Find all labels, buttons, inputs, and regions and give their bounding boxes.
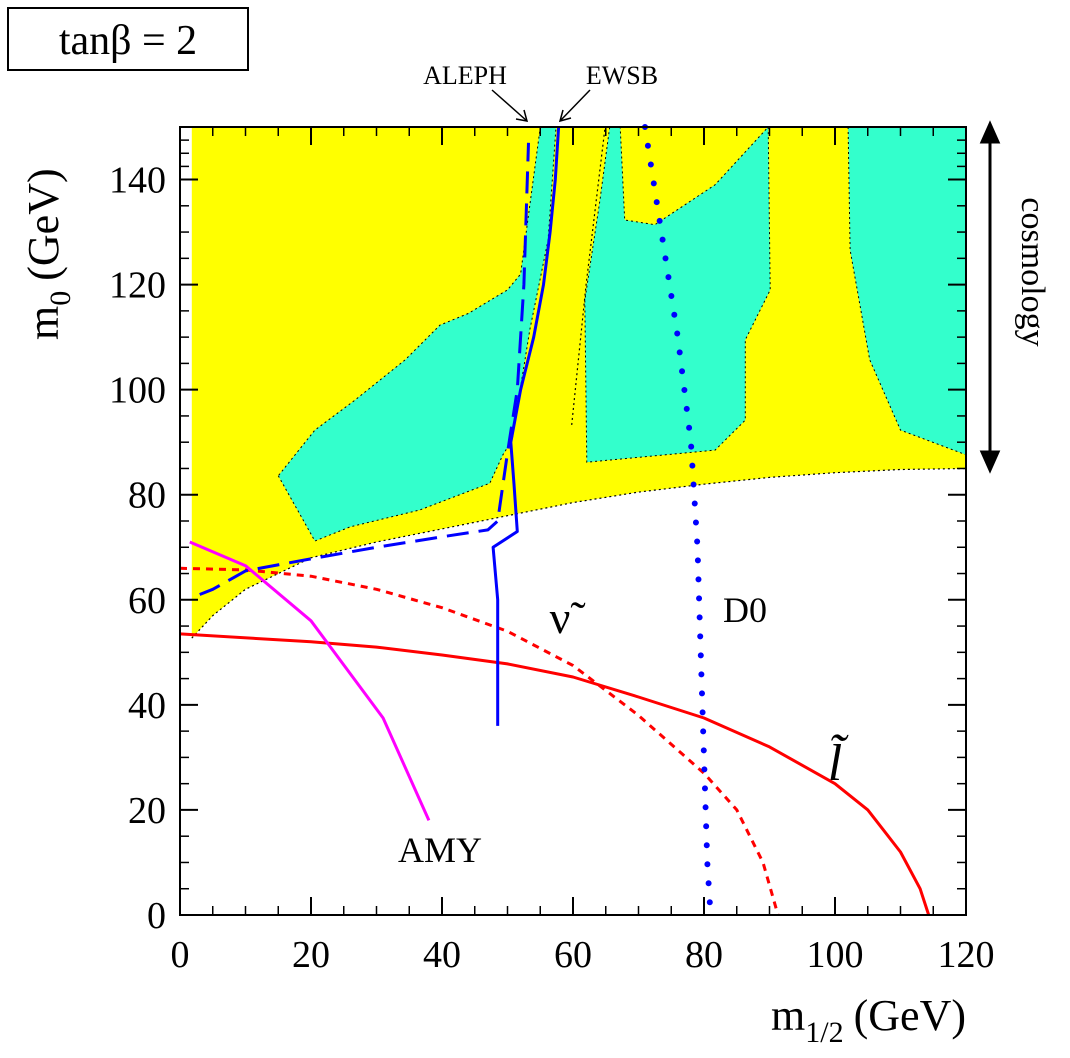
series-line xyxy=(191,467,967,639)
series-line xyxy=(491,126,561,726)
x-tick-label: 20 xyxy=(292,934,330,976)
series-line xyxy=(189,540,431,822)
x-tick-label: 80 xyxy=(685,934,723,976)
region xyxy=(847,126,967,456)
y-tick-label: 100 xyxy=(109,370,166,412)
region xyxy=(584,125,771,463)
annotation: EWSB xyxy=(586,61,658,90)
x-tick-label: 0 xyxy=(171,934,190,976)
annotation: ν̃ xyxy=(550,592,586,643)
annotation: ALEPH xyxy=(423,61,507,90)
x-tick-label: 100 xyxy=(807,934,864,976)
series-line xyxy=(179,566,780,916)
title-box xyxy=(7,7,249,71)
y-tick-label: 0 xyxy=(147,895,166,937)
y-tick-label: 60 xyxy=(128,580,166,622)
series-line xyxy=(179,632,931,916)
y-axis-label: m0(GeV) xyxy=(19,168,77,340)
annotation: l̃ xyxy=(828,733,849,792)
x-axis-label: m1/2 (GeV) xyxy=(771,991,966,1049)
y-tick-label: 40 xyxy=(128,685,166,727)
y-tick-label: 80 xyxy=(128,475,166,517)
annotation: cosmology xyxy=(1014,197,1051,346)
cosmology-arrow xyxy=(979,120,1001,474)
annotation-arrows xyxy=(491,89,591,123)
annotation: AMY xyxy=(398,830,482,870)
y-tick-label: 120 xyxy=(109,265,166,307)
region xyxy=(277,126,557,542)
x-tick-label: 120 xyxy=(938,934,995,976)
x-tick-label: 40 xyxy=(423,934,461,976)
series-line xyxy=(642,124,714,918)
x-tick-label: 60 xyxy=(554,934,592,976)
y-tick-label: 140 xyxy=(109,160,166,202)
y-tick-label: 20 xyxy=(128,790,166,832)
plot-area xyxy=(179,124,967,918)
series-line xyxy=(571,126,606,425)
series-line xyxy=(199,142,530,596)
chart-title: tanβ = 2 xyxy=(59,18,197,64)
annotation: D0 xyxy=(723,590,767,630)
